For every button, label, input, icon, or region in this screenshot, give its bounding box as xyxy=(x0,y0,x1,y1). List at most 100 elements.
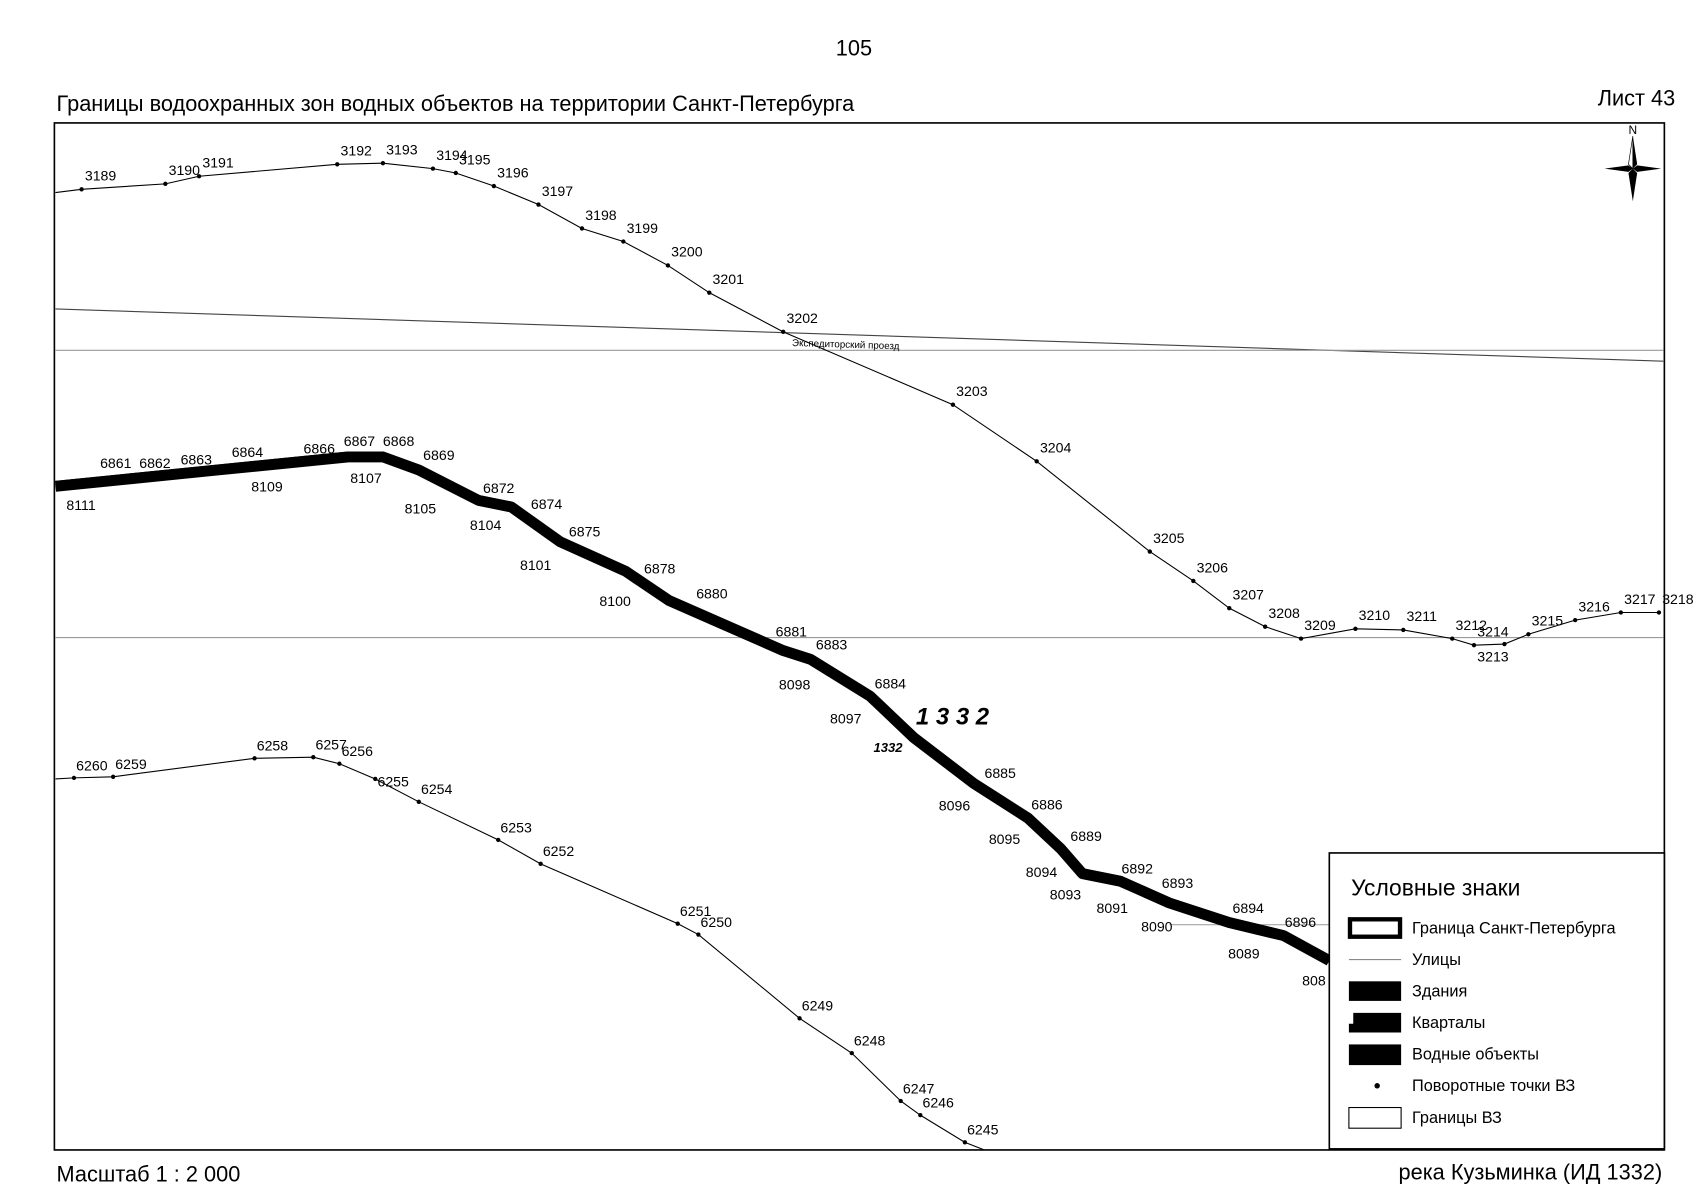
turning-point xyxy=(1656,610,1662,615)
turning-point xyxy=(1618,610,1624,615)
turning-point xyxy=(373,776,378,782)
legend-symbol xyxy=(1348,1106,1402,1129)
point-label: 3191 xyxy=(202,155,234,171)
turning-point xyxy=(79,187,84,192)
point-label: 8111 xyxy=(66,497,95,513)
point-label: 3216 xyxy=(1578,598,1610,614)
point-label: 8093 xyxy=(1050,887,1082,903)
point-label: 8104 xyxy=(470,517,502,533)
point-label: 8096 xyxy=(939,798,971,814)
turning-point xyxy=(110,774,116,779)
point-label: 6246 xyxy=(922,1095,954,1111)
legend: Условные знаки Граница Санкт-Петербурга У… xyxy=(1328,852,1666,1150)
legend-label: Поворотные точки ВЗ xyxy=(1412,1077,1575,1095)
legend-title: Условные знаки xyxy=(1351,874,1520,900)
point-label: 3208 xyxy=(1268,605,1300,621)
point-label: 6249 xyxy=(802,998,834,1014)
turning-point xyxy=(950,402,956,407)
legend-symbol xyxy=(1348,1012,1402,1033)
point-label: 8100 xyxy=(599,593,631,609)
point-label: 6256 xyxy=(342,743,374,759)
turning-point xyxy=(536,202,541,207)
point-label: 6894 xyxy=(1233,900,1265,916)
turning-point xyxy=(781,329,786,334)
river-edge xyxy=(55,451,1330,958)
turning-point xyxy=(579,226,585,231)
turning-point xyxy=(71,775,77,781)
turning-point xyxy=(416,799,421,804)
map-body: Экспедиторский проезд 1 3 3 2 1332 N 318… xyxy=(54,123,1694,1151)
point-label: 3204 xyxy=(1040,440,1072,456)
point-label: 3192 xyxy=(340,143,372,159)
turning-point xyxy=(962,1140,968,1145)
point-label: 3212 xyxy=(1456,617,1488,633)
point-label: 808 xyxy=(1302,973,1326,989)
point-label: 6883 xyxy=(816,637,848,653)
point-label: 3199 xyxy=(627,220,659,236)
street-name: Экспедиторский проезд xyxy=(792,338,900,352)
turning-point xyxy=(1298,636,1304,641)
point-label: 3203 xyxy=(956,383,988,399)
turning-point xyxy=(918,1112,923,1118)
point-label: 6896 xyxy=(1285,914,1317,930)
turning-point xyxy=(1227,605,1232,611)
turning-point xyxy=(311,755,316,760)
point-label: 3189 xyxy=(85,168,117,184)
point-label: 8107 xyxy=(350,470,382,486)
point-label: 6861 xyxy=(100,455,132,471)
north-label: N xyxy=(1628,123,1637,137)
point-label: 6255 xyxy=(377,774,409,790)
point-label: 6259 xyxy=(115,756,147,772)
turning-point xyxy=(1262,624,1268,629)
point-label: 8097 xyxy=(830,710,862,726)
point-label: 6889 xyxy=(1070,828,1102,844)
legend-label: Водные объекты xyxy=(1412,1046,1539,1064)
point-label: 3205 xyxy=(1153,530,1185,546)
point-label: 6872 xyxy=(483,480,515,496)
point-label: 6260 xyxy=(76,757,108,773)
point-label: 6253 xyxy=(500,819,532,835)
turning-point xyxy=(1147,549,1153,554)
point-label: 3190 xyxy=(169,162,201,178)
turning-point xyxy=(453,170,458,176)
river xyxy=(54,451,1332,966)
point-label: 8094 xyxy=(1026,864,1058,880)
point-label: 6878 xyxy=(644,560,676,576)
street xyxy=(55,308,1664,362)
point-label: 3193 xyxy=(386,141,418,157)
point-label: 3215 xyxy=(1532,613,1564,629)
turning-point xyxy=(1353,626,1358,632)
point-label: 6252 xyxy=(543,843,575,859)
point-label: 8095 xyxy=(989,831,1021,847)
turning-point xyxy=(380,161,386,166)
point-label: 8109 xyxy=(251,479,283,495)
point-label: 6245 xyxy=(967,1122,999,1138)
point-label: 3198 xyxy=(585,207,617,223)
point-label: 6885 xyxy=(984,765,1016,781)
turning-point xyxy=(898,1098,903,1104)
zone-boundary xyxy=(55,162,1659,646)
legend-symbol xyxy=(1347,917,1403,939)
turning-point xyxy=(675,921,680,926)
turning-point xyxy=(1526,632,1531,637)
sheet-number: Лист 43 xyxy=(1598,86,1675,111)
point-label: 6863 xyxy=(181,452,213,468)
point-label: 6892 xyxy=(1122,861,1154,877)
point-label: 6864 xyxy=(232,444,264,460)
zone-id: 1 3 3 2 xyxy=(916,704,990,731)
turning-point xyxy=(496,837,501,843)
point-label: 8089 xyxy=(1228,945,1260,961)
point-label: 6862 xyxy=(139,455,171,471)
turning-point xyxy=(430,166,436,171)
point-label: 6867 xyxy=(344,433,376,449)
turning-point xyxy=(1401,627,1406,633)
point-label: 3211 xyxy=(1407,608,1438,624)
north-arrow: N xyxy=(1604,123,1662,202)
river-name: река Кузьминка (ИД 1332) xyxy=(1399,1159,1663,1184)
point-label: 3214 xyxy=(1477,623,1509,639)
legend-label: Кварталы xyxy=(1412,1014,1485,1032)
point-label: 3202 xyxy=(786,310,818,326)
turning-point xyxy=(163,181,168,187)
turning-point xyxy=(1191,578,1196,584)
